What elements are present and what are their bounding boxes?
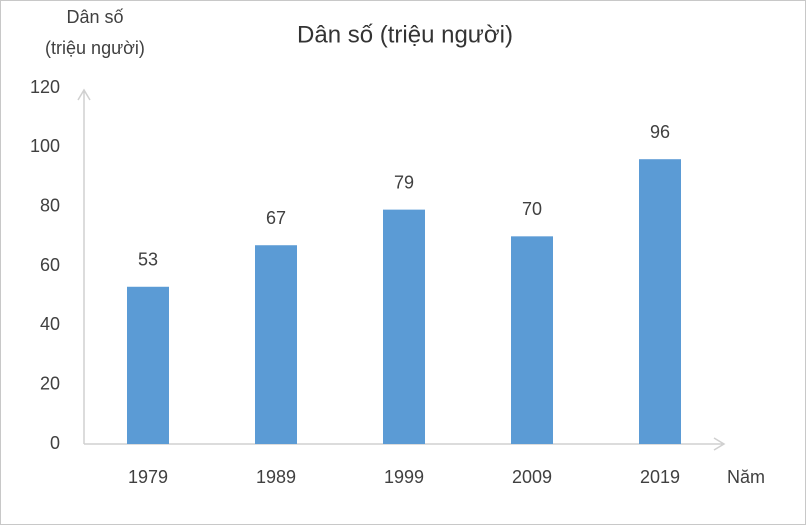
bar xyxy=(127,286,169,444)
y-tick-label: 120 xyxy=(30,77,60,97)
bar xyxy=(255,245,297,444)
y-tick-label: 20 xyxy=(40,373,60,393)
x-tick-label: 1989 xyxy=(256,467,296,487)
y-tick-label: 100 xyxy=(30,136,60,156)
data-label: 53 xyxy=(138,250,158,270)
y-tick-label: 40 xyxy=(40,314,60,334)
data-label: 79 xyxy=(394,172,414,192)
x-tick-label: 1979 xyxy=(128,467,168,487)
data-label: 70 xyxy=(522,199,542,219)
chart-title: Dân số (triệu người) xyxy=(297,21,513,48)
x-tick-label: 2019 xyxy=(640,467,680,487)
y-axis-label: (triệu người) xyxy=(45,38,145,58)
bar xyxy=(639,159,681,444)
y-tick-label: 60 xyxy=(40,255,60,275)
y-tick-label: 80 xyxy=(40,195,60,215)
y-tick-label: 0 xyxy=(50,433,60,453)
bar xyxy=(511,236,553,444)
y-axis xyxy=(77,88,91,444)
y-axis-label: Dân số xyxy=(66,7,123,27)
data-label: 96 xyxy=(650,122,670,142)
x-tick-label: 2009 xyxy=(512,467,552,487)
bar xyxy=(383,209,425,444)
x-tick-label: 1999 xyxy=(384,467,424,487)
x-axis-label: Năm xyxy=(727,467,765,487)
data-label: 67 xyxy=(266,208,286,228)
